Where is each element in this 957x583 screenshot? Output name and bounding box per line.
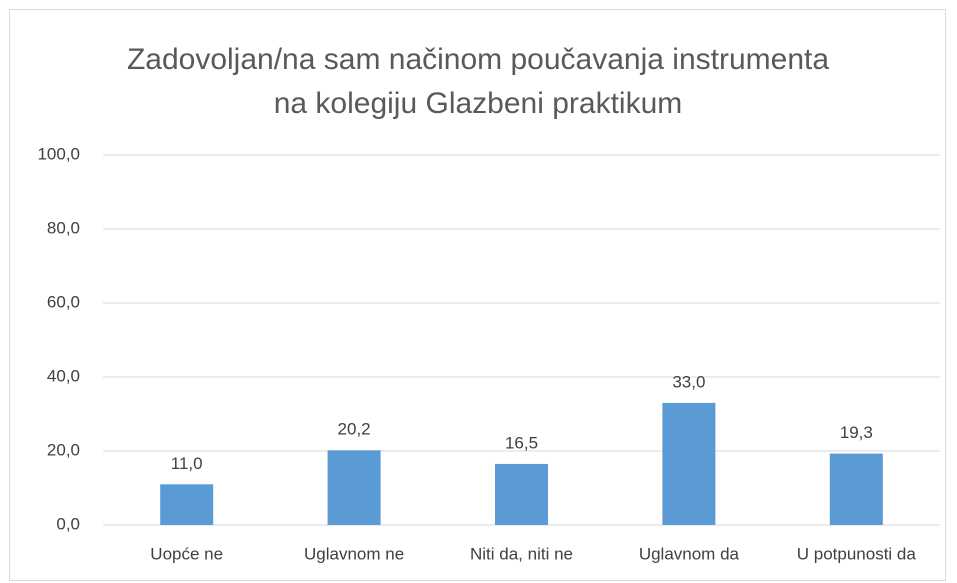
chart-title: Zadovoljan/na sam načinom poučavanja ins… — [126, 43, 830, 120]
x-tick-label: Niti da, niti ne — [470, 544, 573, 563]
x-tick-label: U potpunosti da — [797, 544, 917, 563]
chart-border — [9, 9, 946, 581]
x-tick-label: Uglavnom ne — [304, 544, 404, 563]
y-tick-label: 0,0 — [56, 514, 80, 533]
y-tick-label: 60,0 — [47, 292, 80, 311]
y-tick-label: 40,0 — [47, 366, 80, 385]
bar — [829, 453, 883, 525]
y-tick-label: 20,0 — [47, 440, 80, 459]
x-tick-label: Uglavnom da — [639, 544, 740, 563]
bar — [160, 484, 214, 525]
y-tick-label: 100,0 — [37, 144, 80, 163]
data-label: 16,5 — [505, 433, 538, 452]
data-label: 11,0 — [171, 454, 203, 473]
bar — [495, 463, 548, 525]
data-label: 20,2 — [338, 420, 371, 439]
data-label: 33,0 — [672, 372, 705, 391]
data-label: 19,3 — [840, 423, 873, 442]
bar — [327, 450, 381, 525]
bar — [662, 402, 716, 525]
x-tick-label: Uopće ne — [150, 544, 223, 563]
y-tick-label: 80,0 — [47, 218, 80, 237]
